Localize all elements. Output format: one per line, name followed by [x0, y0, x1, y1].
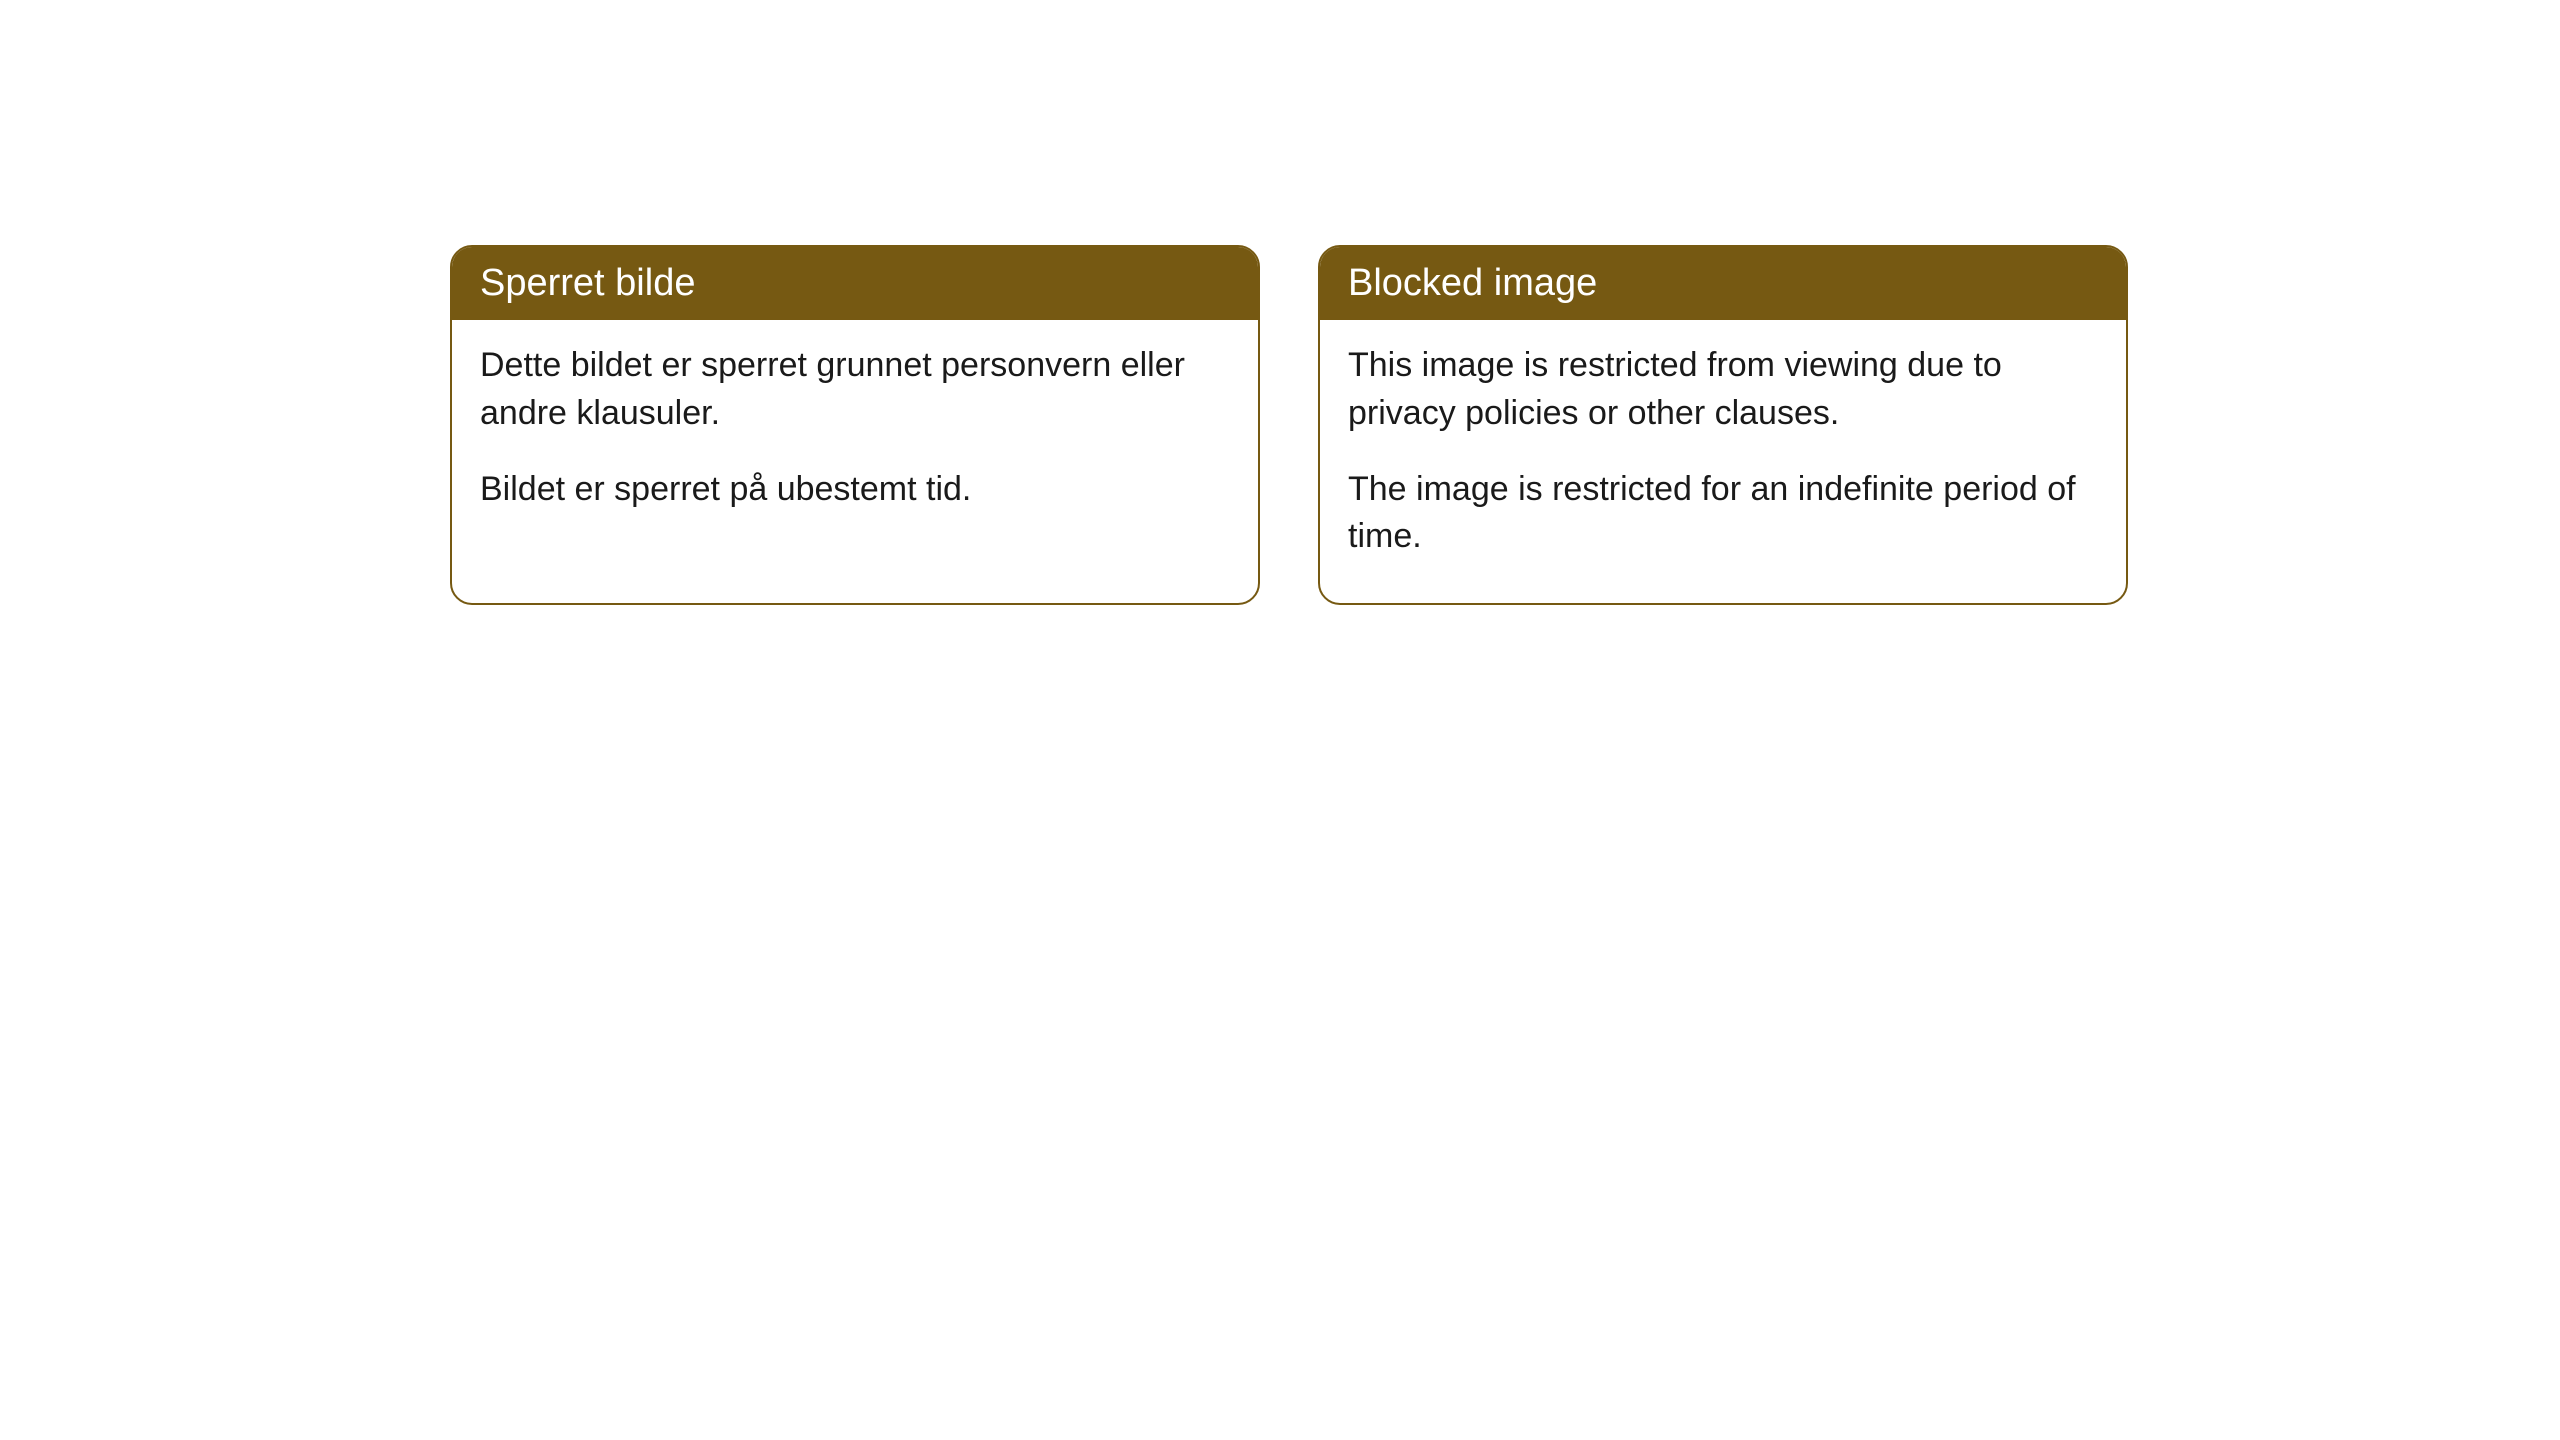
card-body: Dette bildet er sperret grunnet personve… — [452, 320, 1258, 555]
card-title: Blocked image — [1348, 262, 1597, 304]
cards-container: Sperret bilde Dette bildet er sperret gr… — [450, 245, 2128, 605]
blocked-image-card-norwegian: Sperret bilde Dette bildet er sperret gr… — [450, 245, 1260, 605]
card-paragraph-1: Dette bildet er sperret grunnet personve… — [480, 342, 1230, 437]
card-title: Sperret bilde — [480, 262, 695, 304]
card-header: Blocked image — [1320, 247, 2126, 320]
card-paragraph-2: Bildet er sperret på ubestemt tid. — [480, 466, 1230, 514]
card-paragraph-2: The image is restricted for an indefinit… — [1348, 466, 2098, 561]
card-header: Sperret bilde — [452, 247, 1258, 320]
card-body: This image is restricted from viewing du… — [1320, 320, 2126, 602]
blocked-image-card-english: Blocked image This image is restricted f… — [1318, 245, 2128, 605]
card-paragraph-1: This image is restricted from viewing du… — [1348, 342, 2098, 437]
